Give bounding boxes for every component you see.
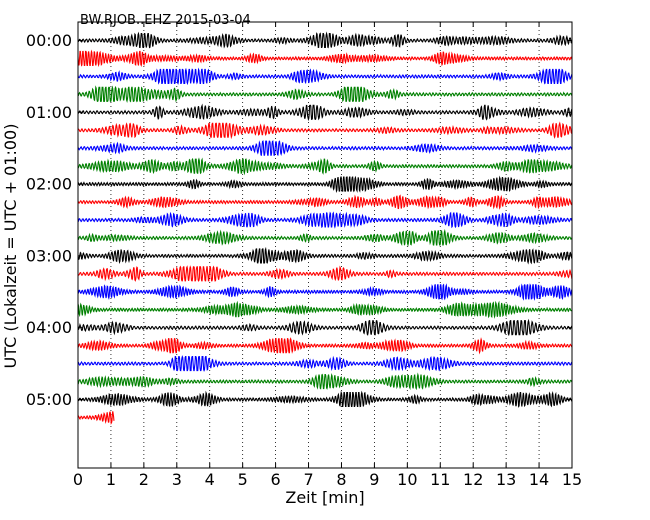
- x-tick-label: 4: [205, 470, 215, 489]
- x-tick-label: 9: [369, 470, 379, 489]
- trace-row: [77, 372, 573, 391]
- x-tick-label: 0: [73, 470, 83, 489]
- trace-row: [77, 49, 573, 68]
- x-tick-label: 11: [430, 470, 450, 489]
- y-tick-label: 01:00: [26, 103, 72, 122]
- trace-row: [77, 318, 573, 337]
- trace-row: [77, 265, 573, 282]
- x-tick-label: 3: [172, 470, 182, 489]
- x-tick-label: 13: [496, 470, 516, 489]
- x-axis-ticks: 0 1 2 3 4 5 6 7 8 9 10 11 12 13 14 15: [73, 22, 582, 489]
- x-tick-label: 1: [106, 470, 116, 489]
- x-tick-label: 10: [397, 470, 417, 489]
- trace-row: [77, 103, 573, 122]
- y-tick-label: 03:00: [26, 246, 72, 265]
- y-tick-label: 04:00: [26, 318, 72, 337]
- x-tick-label: 8: [336, 470, 346, 489]
- chart-title: BW.RJOB..EHZ 2015-03-04: [80, 13, 251, 28]
- x-tick-label: 15: [562, 470, 582, 489]
- trace-row: [77, 283, 573, 301]
- trace-row: [77, 85, 573, 103]
- trace-row: [77, 355, 573, 372]
- trace-row: [77, 157, 573, 176]
- trace-row: [77, 246, 573, 265]
- trace-row: [77, 31, 573, 49]
- plot-frame: [77, 21, 573, 469]
- x-axis-label: Zeit [min]: [285, 488, 364, 507]
- y-tick-label: 05:00: [26, 390, 72, 409]
- trace-row: [77, 390, 573, 408]
- trace-row: [77, 175, 573, 193]
- trace-row: [77, 300, 573, 319]
- trace-row: [77, 194, 573, 210]
- y-tick-label: 00:00: [26, 31, 72, 50]
- y-tick-label: 02:00: [26, 175, 72, 194]
- trace-row: [77, 140, 573, 156]
- seismic-traces: [77, 31, 573, 425]
- trace-row: [77, 211, 573, 229]
- y-axis-label: UTC (Lokalzeit = UTC + 01:00): [1, 124, 20, 369]
- x-tick-label: 12: [463, 470, 483, 489]
- trace-row: [77, 67, 573, 86]
- x-tick-label: 14: [529, 470, 549, 489]
- x-tick-label: 7: [303, 470, 313, 489]
- trace-row: [77, 411, 115, 425]
- x-tick-label: 2: [139, 470, 149, 489]
- trace-row: [77, 121, 573, 140]
- x-tick-label: 5: [238, 470, 248, 489]
- trace-row: [77, 337, 573, 355]
- y-axis-ticks: 00:00 01:00 02:00 03:00 04:00 05:00: [26, 31, 572, 409]
- x-tick-label: 6: [271, 470, 281, 489]
- trace-row: [77, 228, 573, 247]
